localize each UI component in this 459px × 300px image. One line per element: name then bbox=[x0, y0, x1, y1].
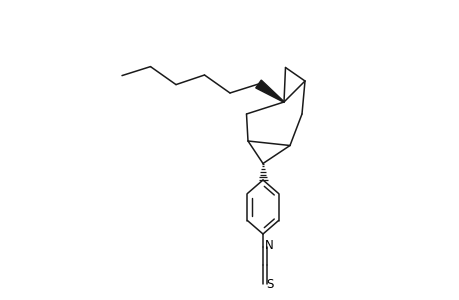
Text: S: S bbox=[265, 278, 273, 292]
Polygon shape bbox=[255, 80, 284, 102]
Text: N: N bbox=[265, 238, 274, 252]
